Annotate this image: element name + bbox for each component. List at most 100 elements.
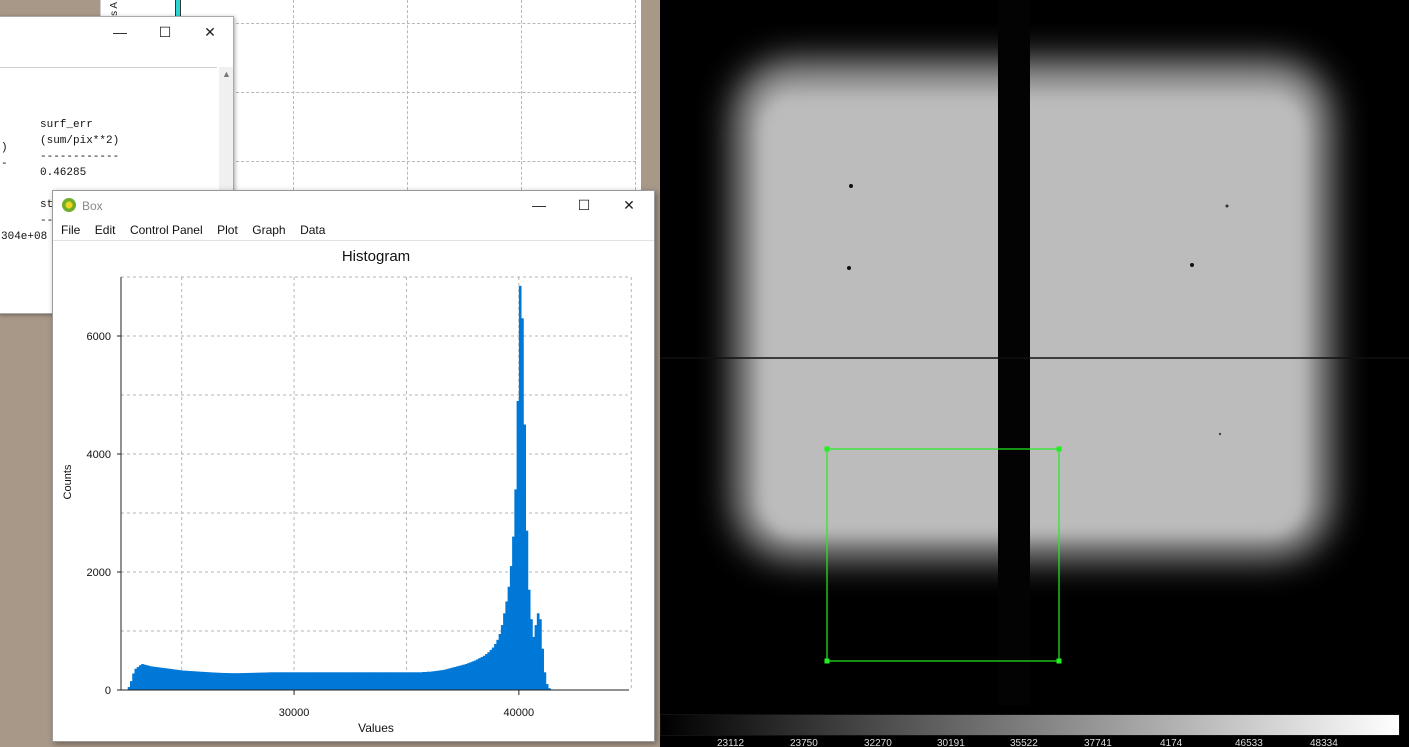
- histogram-bar: [395, 672, 398, 690]
- histogram-bar: [159, 667, 162, 690]
- detector-image: [660, 0, 1409, 747]
- grid-line: [635, 0, 636, 200]
- histogram-bar: [219, 672, 223, 690]
- histogram-bar: [273, 672, 277, 690]
- menu-edit[interactable]: Edit: [94, 223, 116, 237]
- menu-data[interactable]: Data: [300, 223, 326, 237]
- maximize-button[interactable]: ☐: [577, 197, 591, 213]
- minimize-button[interactable]: —: [532, 197, 546, 213]
- histogram-bar: [451, 667, 455, 690]
- y-tick-label: 2000: [87, 567, 111, 579]
- histogram-bar: [285, 672, 288, 690]
- histogram-bar: [357, 672, 360, 690]
- histogram-bar: [316, 672, 320, 690]
- colorbar-tick-label: 23112: [717, 738, 745, 747]
- histogram-bar: [321, 672, 324, 690]
- histogram-bar: [375, 672, 378, 690]
- histogram-bar: [280, 672, 284, 690]
- histogram-bar: [206, 672, 210, 690]
- colorbar: [660, 714, 1400, 736]
- histogram-bar: [168, 668, 171, 690]
- roi-box[interactable]: [826, 448, 1060, 662]
- menu-bar: File Edit Control Panel Plot Graph Data: [53, 219, 654, 241]
- histogram-bar: [435, 670, 439, 690]
- histogram-bar: [341, 672, 344, 690]
- histogram-bar: [174, 669, 178, 690]
- colorbar-tick-label: 4174: [1160, 738, 1183, 747]
- histogram-bar: [201, 671, 205, 690]
- histogram-bar: [190, 671, 194, 690]
- histogram-bar: [514, 489, 518, 690]
- histogram-bar: [440, 670, 443, 690]
- maximize-button[interactable]: ☐: [158, 24, 172, 40]
- menu-plot[interactable]: Plot: [217, 223, 238, 237]
- histogram-bar: [433, 671, 437, 690]
- roi-handle[interactable]: [824, 446, 830, 452]
- histogram-bar: [269, 672, 273, 690]
- colorbar-labels: 23112 23750 32270 30191 35522 37741 4174…: [660, 738, 1409, 747]
- histogram-bar: [455, 666, 459, 690]
- histogram-bar: [305, 672, 308, 690]
- histogram-titlebar[interactable]: Box — ☐ ✕: [53, 191, 654, 219]
- histogram-bar: [431, 671, 434, 690]
- histogram-bar: [330, 672, 333, 690]
- surf-err-dashes: ------------: [40, 151, 120, 163]
- histogram-bar: [282, 672, 286, 690]
- histogram-bar: [138, 665, 142, 690]
- menu-control-panel[interactable]: Control Panel: [129, 223, 203, 237]
- histogram-bar: [233, 673, 237, 690]
- stats-titlebar[interactable]: — ☐ ✕: [0, 17, 233, 47]
- histogram-bar: [339, 672, 342, 690]
- close-button[interactable]: ✕: [623, 197, 635, 213]
- histogram-bar: [505, 601, 509, 690]
- histogram-bar: [397, 672, 401, 690]
- histogram-bar: [343, 672, 347, 690]
- histogram-bar: [318, 672, 322, 690]
- scroll-up-icon[interactable]: ▲: [222, 69, 231, 79]
- dead-pixel: [1190, 263, 1194, 267]
- histogram-bar: [226, 673, 230, 690]
- menu-graph[interactable]: Graph: [252, 223, 286, 237]
- image-viewer[interactable]: 23112 23750 32270 30191 35522 37741 4174…: [660, 0, 1409, 747]
- histogram-bar: [278, 672, 281, 690]
- roi-handle[interactable]: [1056, 658, 1062, 664]
- histogram-bar: [428, 671, 432, 690]
- histogram-bar: [541, 648, 544, 690]
- histogram-bar: [276, 672, 279, 690]
- minimize-button[interactable]: —: [113, 24, 127, 40]
- close-button[interactable]: ✕: [204, 24, 216, 40]
- histogram-bar: [314, 672, 317, 690]
- histogram-bar: [392, 672, 396, 690]
- histogram-bar: [181, 670, 185, 690]
- histogram-bar: [179, 670, 183, 690]
- menu-file[interactable]: File: [61, 223, 81, 237]
- stats-separator: [0, 67, 217, 68]
- histogram-bar: [372, 672, 376, 690]
- roi-handle[interactable]: [1056, 446, 1062, 452]
- grid-line: [226, 161, 636, 162]
- histogram-bar: [145, 665, 149, 690]
- histogram-bar: [242, 673, 246, 690]
- histogram-bar: [303, 672, 306, 690]
- histogram-bar: [545, 684, 549, 690]
- histogram-bar: [262, 672, 266, 690]
- histogram-bar: [478, 658, 482, 690]
- histogram-bar: [509, 566, 513, 690]
- histogram-bar: [449, 668, 452, 690]
- histogram-bar: [422, 672, 425, 690]
- histogram-bar: [152, 666, 156, 690]
- histogram-bar: [132, 673, 135, 690]
- histogram-bar: [361, 672, 365, 690]
- histogram-bar: [491, 647, 495, 690]
- histogram-bar: [177, 669, 180, 690]
- histogram-bar: [332, 672, 335, 690]
- histogram-bar: [129, 681, 133, 690]
- histogram-bar: [458, 665, 461, 690]
- chart-title: Histogram: [342, 248, 410, 265]
- histogram-bar: [195, 671, 198, 690]
- dead-pixel: [847, 266, 851, 270]
- histogram-bar: [208, 672, 212, 690]
- roi-handle[interactable]: [824, 658, 830, 664]
- histogram-bar: [473, 660, 477, 690]
- histogram-bar: [150, 666, 153, 690]
